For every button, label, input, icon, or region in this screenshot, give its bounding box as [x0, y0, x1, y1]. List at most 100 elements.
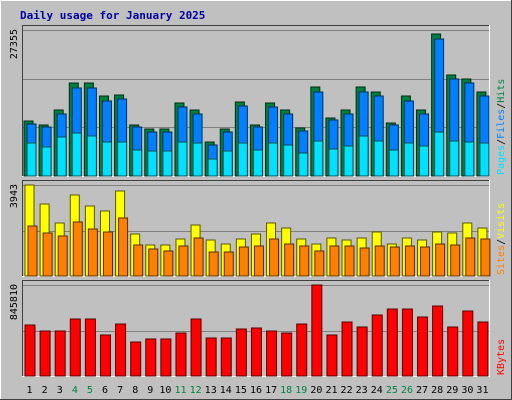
day-label: 3	[57, 385, 63, 396]
kbytes-bar	[462, 310, 474, 377]
day-label: 30	[461, 385, 473, 396]
kbytes-bar	[281, 332, 293, 377]
sites-bar	[435, 243, 446, 277]
day-label: 6	[102, 385, 108, 396]
pages-bar	[237, 142, 248, 177]
kbytes-bar	[39, 330, 51, 377]
kbytes-bar	[296, 323, 308, 377]
sites-bar	[344, 245, 355, 277]
kbytes-bar	[447, 326, 459, 377]
sites-bar	[57, 235, 68, 277]
kbytes-bar	[175, 332, 187, 377]
pages-bar	[162, 150, 173, 177]
day-label: 14	[220, 385, 232, 396]
day-label: 8	[132, 385, 138, 396]
day-label: 19	[295, 385, 307, 396]
day-label: 27	[416, 385, 428, 396]
day-label: 2	[42, 385, 48, 396]
kbytes-bar	[99, 334, 111, 377]
sites-bar	[420, 246, 431, 277]
pages-bar	[207, 158, 218, 177]
day-label: 9	[147, 385, 153, 396]
day-label: 18	[280, 385, 292, 396]
day-label: 26	[401, 385, 413, 396]
y-max-label: 845810	[9, 284, 20, 320]
sites-bar	[299, 245, 310, 277]
kbytes-bar	[24, 324, 36, 377]
day-label: 10	[159, 385, 171, 396]
kbytes-bar	[145, 338, 157, 377]
day-label: 15	[235, 385, 247, 396]
day-label: 22	[341, 385, 353, 396]
kbytes-bar	[432, 305, 444, 377]
sites-bar	[450, 244, 461, 277]
kbytes-bar	[326, 334, 338, 377]
day-label: 1	[27, 385, 33, 396]
kbytes-bar	[220, 337, 232, 377]
sites-bar	[148, 248, 159, 277]
series-legend: Sites/Visits	[496, 203, 507, 275]
pages-bar	[388, 149, 399, 177]
sites-bar	[389, 246, 400, 277]
series-legend: KBytes	[496, 339, 507, 375]
sites-bar	[208, 251, 219, 277]
pages-bar	[464, 141, 475, 177]
day-label: 12	[190, 385, 202, 396]
kbytes-bar	[401, 308, 413, 377]
sites-bar	[42, 232, 53, 277]
legend-files: Files	[496, 109, 507, 139]
pages-bar	[132, 149, 143, 177]
pages-bar	[147, 150, 158, 177]
day-label: 31	[476, 385, 488, 396]
kbytes-bar	[130, 341, 142, 377]
pages-bar	[41, 146, 52, 177]
kbytes-bar	[311, 284, 323, 377]
day-label: 21	[325, 385, 337, 396]
chart-panel-3: 845810 KBytes	[9, 280, 507, 377]
kbytes-bar	[417, 316, 429, 377]
pages-bar	[283, 144, 294, 177]
pages-bar	[343, 145, 354, 177]
kbytes-bar	[190, 318, 202, 377]
sites-bar	[118, 217, 129, 277]
sites-bar	[238, 246, 249, 277]
x-axis-day-labels: 1 2 3 4 5 6 7 8 9 10 11 12 13 14 15 16 17 18 19 20 21 22 23 24 2…	[27, 385, 489, 396]
pages-bar	[26, 142, 37, 177]
pages-bar	[101, 141, 112, 177]
kbytes-bar	[266, 330, 278, 377]
sites-bar	[329, 245, 340, 277]
kbytes-bar	[477, 321, 489, 377]
pages-bar	[419, 145, 430, 177]
pages-bar	[449, 140, 460, 177]
pages-bar	[56, 136, 67, 177]
kbytes-bar	[54, 330, 66, 377]
pages-bar	[328, 148, 339, 177]
legend-visits: Visits	[496, 203, 507, 239]
legend-separator: /	[496, 103, 507, 109]
pages-bar	[117, 141, 128, 177]
day-label: 25	[386, 385, 398, 396]
kbytes-bar	[69, 318, 81, 377]
pages-bar	[479, 142, 490, 177]
y-max-label: 27355	[9, 29, 20, 59]
legend-separator: /	[496, 139, 507, 145]
day-label: 29	[446, 385, 458, 396]
day-label: 17	[265, 385, 277, 396]
sites-bar	[72, 221, 83, 277]
day-label: 16	[250, 385, 262, 396]
sites-bar	[359, 247, 370, 277]
sites-bar	[404, 245, 415, 277]
day-label: 4	[72, 385, 78, 396]
pages-bar	[373, 140, 384, 177]
chart-panel-2: 3943 Sites/Visits	[9, 180, 507, 277]
sites-bar	[193, 237, 204, 277]
kbytes-bar	[115, 323, 127, 377]
sites-bar	[133, 244, 144, 277]
sites-bar	[178, 245, 189, 277]
kbytes-bar	[205, 337, 217, 377]
sites-bar	[480, 238, 491, 277]
kbytes-bar	[235, 328, 247, 377]
sites-bar	[284, 243, 295, 277]
sites-bar	[87, 228, 98, 277]
